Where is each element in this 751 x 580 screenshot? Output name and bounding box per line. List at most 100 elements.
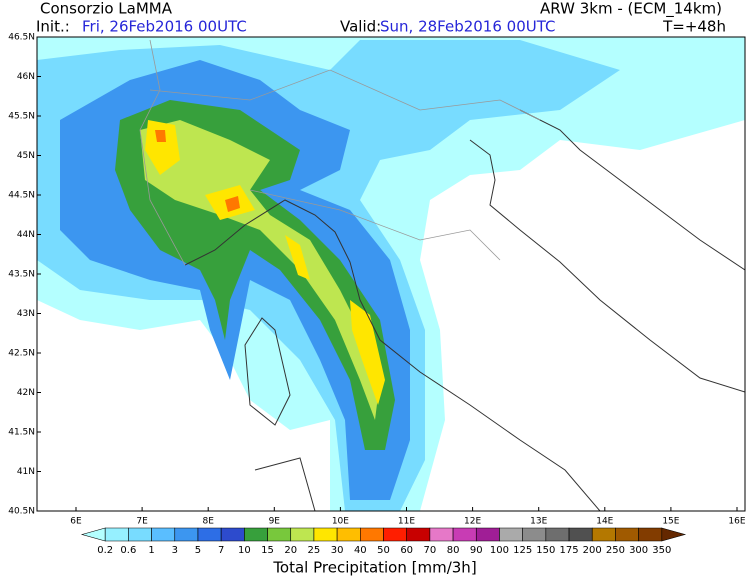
colorbar-label: 350	[652, 545, 671, 556]
region-borders	[249, 189, 501, 261]
colorbar-label: 1	[148, 545, 154, 556]
lat-label: 45.5N	[8, 112, 35, 122]
valid-label: Valid:	[340, 18, 381, 36]
colorbar-label: 15	[261, 545, 274, 556]
lat-label: 42.5N	[8, 349, 35, 359]
lat-label: 43.5N	[8, 270, 35, 280]
colorbar-swatch	[591, 527, 616, 542]
precip-yellow	[145, 120, 385, 405]
lon-label: 16E	[728, 517, 745, 527]
border-ch-at	[149, 69, 541, 121]
lat-label: 43N	[17, 309, 35, 319]
lon-label: 6E	[70, 517, 82, 527]
colorbar-label: 0.2	[97, 545, 113, 556]
colorbar-swatch	[360, 527, 384, 542]
colorbar-label: 70	[424, 545, 437, 556]
border-fr	[139, 39, 186, 266]
colorbar-label: 80	[447, 545, 460, 556]
colorbar-swatch	[313, 527, 338, 542]
colorbar-swatch	[638, 527, 663, 542]
lon-label: 14E	[596, 517, 613, 527]
colorbar-label: 5	[195, 545, 201, 556]
model-name: ARW 3km - (ECM_14km)	[540, 0, 722, 19]
lat-label: 45N	[17, 151, 35, 161]
colorbar-label: 90	[470, 545, 483, 556]
lead-time: T=+48h	[662, 18, 726, 36]
lon-label: 7E	[136, 517, 148, 527]
lon-label: 13E	[530, 517, 547, 527]
colorbar-swatch	[545, 527, 570, 542]
adriatic-coast	[469, 139, 745, 393]
colorbar-swatch	[452, 527, 477, 542]
map	[36, 36, 746, 512]
colorbar-swatch	[661, 527, 687, 542]
lat-label: 41N	[17, 467, 35, 477]
colorbar-swatch	[104, 527, 129, 542]
colorbar-label: 250	[606, 545, 625, 556]
tyrrhenian-coast	[184, 199, 601, 511]
lat-label: 44.5N	[8, 191, 35, 201]
lat-label: 46.5N	[8, 33, 35, 43]
valid-time: Sun, 28Feb2016 00UTC	[380, 18, 555, 36]
colorbar-swatch	[475, 527, 500, 542]
sardinia	[254, 457, 316, 511]
colorbar-swatch	[128, 527, 152, 542]
colorbar-label: 175	[559, 545, 578, 556]
precip-orange	[155, 130, 240, 212]
colorbar-label: 125	[513, 545, 532, 556]
colorbar-swatch	[151, 527, 176, 542]
colorbar-title: Total Precipitation [mm/3h]	[272, 559, 476, 577]
colorbar-swatch	[429, 527, 454, 542]
corsica	[244, 317, 291, 426]
colorbar-label: 3	[172, 545, 178, 556]
colorbar-label: 0.6	[120, 545, 136, 556]
colorbar-label: 25	[308, 545, 321, 556]
colorbar-label: 10	[238, 545, 251, 556]
colorbar-swatch	[615, 527, 639, 542]
init-time: Fri, 26Feb2016 00UTC	[82, 18, 247, 36]
init-label: Init.:	[36, 18, 70, 36]
croatian-coast	[519, 109, 745, 271]
colorbar-label: 30	[331, 545, 344, 556]
colorbar-label: 200	[583, 545, 602, 556]
lon-label: 12E	[464, 517, 481, 527]
colorbar-swatch	[568, 527, 593, 542]
colorbar-swatch	[174, 527, 199, 542]
precip-yellowgreen	[140, 120, 380, 420]
colorbar-label: 300	[629, 545, 648, 556]
lon-label: 15E	[662, 517, 679, 527]
lat-label: 40.5N	[8, 507, 35, 517]
colorbar-label: 60	[400, 545, 413, 556]
lat-label: 41.5N	[8, 428, 35, 438]
colorbar-swatch	[383, 527, 407, 542]
colorbar-swatch	[499, 527, 523, 542]
colorbar-swatch	[522, 527, 547, 542]
colorbar-label: 150	[536, 545, 555, 556]
colorbar-swatch	[406, 527, 431, 542]
lon-label: 8E	[202, 517, 214, 527]
colorbar: 0.2 0.6 1 3 5 7 10 15 20 25 30 40 50 60 70 80 90 100 125 15…	[80, 527, 687, 556]
colorbar-label: 50	[377, 545, 390, 556]
precip-field	[37, 37, 745, 511]
coastlines	[184, 109, 745, 511]
colorbar-swatch	[290, 527, 315, 542]
axis-ticks: 46.5N 46N 45.5N 45N 44.5N 44N 43.5N 43N 42.5N 42N…	[8, 33, 746, 527]
colorbar-swatch	[220, 527, 245, 542]
colorbar-label: 20	[284, 545, 297, 556]
colorbar-label: 40	[354, 545, 367, 556]
colorbar-label: 100	[490, 545, 509, 556]
borders	[139, 39, 541, 266]
colorbar-swatch	[336, 527, 361, 542]
colorbar-swatch	[267, 527, 292, 542]
org-title: Consorzio LaMMA	[40, 0, 173, 18]
lon-label: 11E	[398, 517, 415, 527]
colorbar-label: 7	[218, 545, 224, 556]
lat-label: 46N	[17, 72, 35, 82]
lat-label: 44N	[17, 230, 35, 240]
colorbar-swatch	[197, 527, 222, 542]
lon-label: 9E	[269, 517, 281, 527]
colorbar-swatch	[244, 527, 268, 542]
lat-label: 42N	[17, 388, 35, 398]
lon-label: 10E	[332, 517, 349, 527]
